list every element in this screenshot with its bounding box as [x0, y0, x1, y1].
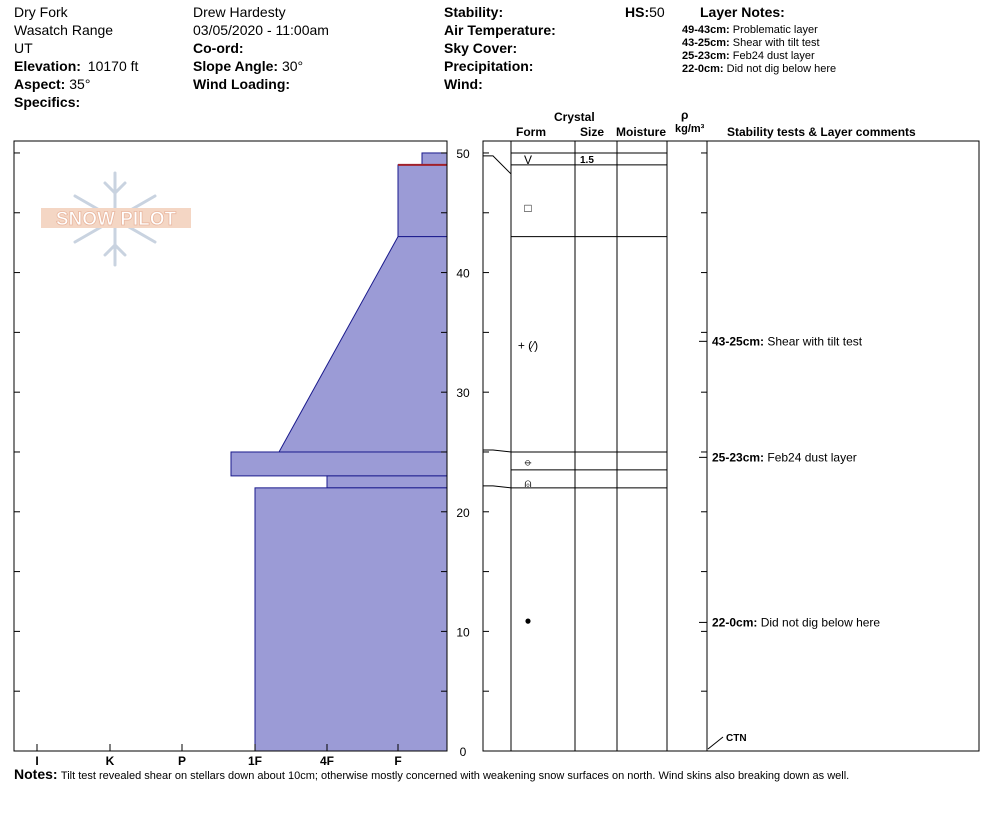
hardness-tick-label: 1F [248, 754, 262, 768]
crystal-header: Crystal [554, 110, 595, 124]
test-result-label: CTN [726, 733, 747, 744]
aspect-value: 35° [69, 76, 91, 92]
boundary-connector [483, 449, 512, 453]
depth-tick-label: 30 [456, 386, 470, 400]
grain-table-frame [482, 140, 980, 752]
hardness-layer [326, 475, 448, 489]
layer-note: 49-43cm: Problematic layer [682, 24, 818, 36]
size-header: Size [580, 125, 605, 139]
comment-range: 22-0cm: [712, 615, 757, 629]
density-unit-header: kg/m³ [675, 123, 705, 135]
grain-form-symbol: □ [524, 201, 531, 215]
hardness-tick-label: P [178, 754, 186, 768]
elevation-row: Elevation: 10170 ft [14, 58, 138, 75]
depth-tick-label: 20 [456, 506, 470, 520]
layer-comment: 43-25cm: Shear with tilt test [712, 334, 863, 348]
form-header: Form [516, 125, 546, 139]
specifics-label: Specifics: [14, 94, 81, 110]
depth-tick-label: 0 [460, 745, 467, 759]
hardness-tick-label: 4F [320, 754, 334, 768]
comment-text: Shear with tilt test [764, 334, 863, 348]
hardness-layer [230, 451, 448, 477]
logo-text: SNOW PILOT [56, 209, 177, 230]
hardness-layer [397, 164, 448, 238]
stability-label: Stability: [444, 4, 504, 20]
hardness-tick-label: I [35, 754, 38, 768]
aspect-row: Aspect: 35° [14, 76, 90, 93]
hardness-layer [254, 487, 448, 752]
comment-range: 25-23cm: [712, 450, 764, 464]
hs-label: HS: [625, 4, 650, 20]
hs-value: 50 [649, 4, 665, 20]
precipitation-label: Precipitation: [444, 58, 534, 74]
comment-text: Did not dig below here [757, 615, 880, 629]
coord-label: Co-ord: [193, 40, 244, 56]
depth-tick-label: 40 [456, 267, 470, 281]
wind-label: Wind: [444, 76, 483, 92]
elevation-label: Elevation: [14, 58, 81, 74]
layer-comment: 25-23cm: Feb24 dust layer [712, 450, 857, 464]
moisture-header: Moisture [616, 125, 667, 139]
grain-form-symbol: ● [524, 613, 531, 627]
notes-text: Tilt test revealed shear on stellars dow… [60, 770, 850, 782]
layer-note: 43-25cm: Shear with tilt test [682, 37, 820, 49]
location-name: Dry Fork [14, 4, 68, 20]
boundary-connector [483, 155, 512, 175]
rho-header: ρ [681, 108, 689, 122]
wind-loading-label: Wind Loading: [193, 76, 291, 92]
comment-text: Feb24 dust layer [764, 450, 857, 464]
boundary-connector [483, 485, 512, 489]
hardness-layer [278, 236, 448, 453]
notes-label: Notes: [14, 766, 58, 782]
depth-tick-label: 50 [456, 147, 470, 161]
slope-value: 30° [281, 58, 304, 74]
sky-cover-label: Sky Cover: [444, 40, 518, 56]
elevation-value: 10170 ft [87, 58, 139, 74]
test-result-pointer [707, 736, 724, 750]
state-name: UT [14, 40, 33, 56]
range-name: Wasatch Range [14, 22, 114, 38]
grain-size: 1.5 [580, 155, 594, 166]
aspect-label: Aspect: [14, 76, 66, 92]
depth-tick-label: 10 [456, 625, 470, 639]
layer-comment: 22-0cm: Did not dig below here [712, 615, 880, 629]
slope-row: Slope Angle: 30° [193, 58, 303, 75]
observer-name: Drew Hardesty [193, 4, 286, 20]
hs-row: HS:50 [625, 4, 665, 21]
air-temperature-label: Air Temperature: [444, 22, 556, 38]
hardness-plot-frame [13, 140, 448, 752]
grain-form-symbol: ⦵ [523, 454, 533, 468]
hardness-tick-label: K [106, 754, 115, 768]
observation-datetime: 03/05/2020 - 11:00am [193, 22, 329, 38]
layer-note: 22-0cm: Did not dig below here [682, 63, 837, 75]
hardness-layer [421, 152, 448, 166]
layer-note: 25-23cm: Feb24 dust layer [682, 50, 815, 62]
comment-range: 43-25cm: [712, 334, 764, 348]
hardness-tick-label: F [394, 754, 401, 768]
grain-form-symbol: ⍝ [524, 476, 531, 490]
grain-form-symbol: V [524, 153, 532, 167]
snow-pilot-logo: SNOW PILOT [41, 171, 191, 267]
slope-label: Slope Angle: [193, 58, 279, 74]
comments-header: Stability tests & Layer comments [727, 125, 916, 139]
grain-form-symbol: + (⁄) [518, 338, 538, 352]
layer-notes-title: Layer Notes: [700, 4, 785, 20]
notes-row: Notes: Tilt test revealed shear on stell… [14, 766, 849, 782]
